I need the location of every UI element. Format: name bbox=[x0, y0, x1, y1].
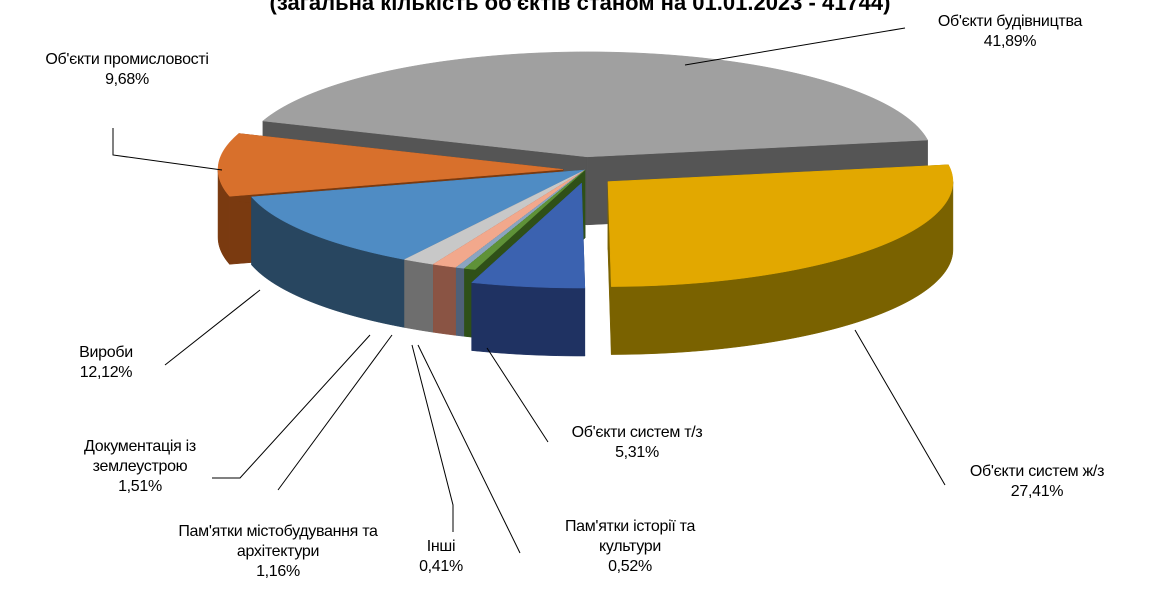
leader-line bbox=[417, 344, 521, 554]
data-label: Об'єкти систем ж/з 27,41% bbox=[937, 462, 1137, 502]
data-label: Пам'ятки містобудування та архітектури 1,… bbox=[160, 522, 396, 582]
data-label: Інші 0,41% bbox=[411, 537, 471, 577]
data-label: Об'єкти промисловості 9,68% bbox=[2, 50, 252, 90]
slice bbox=[607, 164, 954, 287]
label-value: 1,16% bbox=[256, 563, 300, 580]
slice bbox=[471, 182, 586, 289]
label-value: 9,68% bbox=[105, 71, 149, 88]
leader-line bbox=[112, 128, 223, 171]
label-name: Об'єкти промисловості bbox=[45, 51, 209, 68]
label-name: Інші bbox=[426, 538, 456, 555]
label-name: Документація із землеустрою bbox=[84, 438, 196, 475]
label-value: 1,51% bbox=[118, 478, 162, 495]
label-value: 12,12% bbox=[79, 364, 133, 381]
data-label: Пам'ятки історії та культури 0,52% bbox=[555, 517, 705, 577]
slice bbox=[262, 51, 929, 158]
slice bbox=[250, 169, 586, 260]
label-value: 0,52% bbox=[608, 558, 652, 575]
slice bbox=[463, 169, 586, 270]
leader-line bbox=[164, 289, 261, 366]
label-value: 5,31% bbox=[615, 444, 659, 461]
label-name: Об'єкти систем ж/з bbox=[969, 463, 1105, 480]
data-label: Об'єкти будівництва 41,89% bbox=[900, 12, 1120, 52]
leader-line bbox=[277, 334, 393, 491]
slice-wall bbox=[455, 267, 465, 337]
label-name: Пам'ятки містобудування та архітектури bbox=[178, 523, 378, 560]
data-label: Документація із землеустрою 1,51% bbox=[55, 437, 225, 497]
leader-line bbox=[854, 329, 946, 486]
label-name: Вироби bbox=[79, 344, 133, 361]
data-label: Об'єкти систем т/з 5,31% bbox=[547, 423, 727, 463]
label-value: 0,41% bbox=[419, 558, 463, 575]
label-value: 41,89% bbox=[983, 33, 1037, 50]
leader-lines bbox=[112, 27, 946, 554]
slice-wall bbox=[433, 264, 457, 336]
label-name: Пам'ятки історії та культури bbox=[564, 518, 696, 555]
data-label: Вироби 12,12% bbox=[56, 343, 156, 383]
leader-line bbox=[684, 27, 906, 66]
leader-line bbox=[411, 344, 454, 532]
label-name: Об'єкти будівництва bbox=[937, 13, 1083, 30]
chart-title: (загальна кількість об'єктів станом на 0… bbox=[270, 0, 891, 15]
leader-line bbox=[212, 334, 371, 479]
label-name: Об'єкти систем т/з bbox=[571, 424, 703, 441]
label-value: 27,41% bbox=[1010, 483, 1064, 500]
slice-wall bbox=[404, 259, 434, 333]
slice bbox=[403, 169, 586, 265]
slice-wall bbox=[471, 282, 586, 357]
slice bbox=[217, 133, 564, 197]
leader-line bbox=[486, 347, 549, 443]
